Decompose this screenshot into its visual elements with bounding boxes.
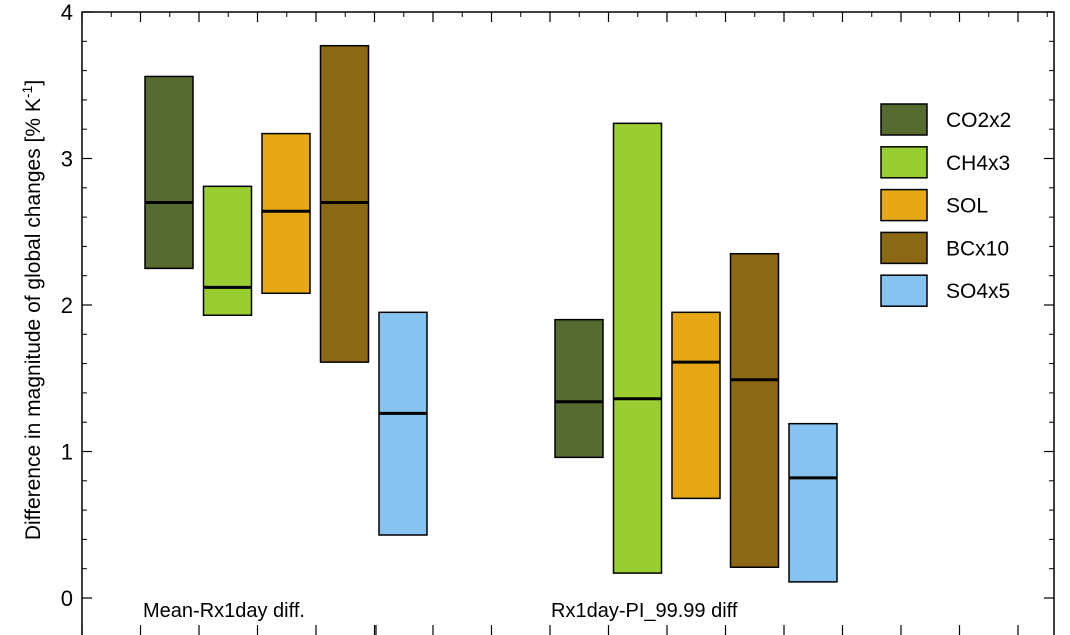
y-tick-label: 3 — [61, 147, 73, 172]
legend-label-so4x5: SO4x5 — [946, 280, 1010, 303]
y-axis-unit-exponent: -1 — [19, 85, 35, 98]
legend-label-ch4x3: CH4x3 — [946, 152, 1010, 175]
y-tick-label: 4 — [61, 0, 73, 25]
range-bar-sol-group-1 — [261, 132, 311, 295]
legend-swatch-so4x5 — [880, 274, 928, 307]
bars — [144, 44, 838, 583]
range-bar-sol-group-2 — [671, 311, 721, 500]
y-tick-label: 2 — [61, 293, 73, 318]
legend: CO2x2 CH4x3 SOL BCx10 SO4x5 — [880, 103, 1011, 307]
plot-frame — [81, 11, 1055, 635]
y-tick-label: 0 — [61, 586, 73, 611]
range-bar-co2x2-group-2 — [554, 318, 604, 459]
range-bar-ch4x3-group-1 — [202, 185, 253, 317]
range-bar-ch4x3-group-2 — [612, 122, 663, 574]
legend-label-bcx10: BCx10 — [946, 237, 1009, 260]
legend-swatch-ch4x3 — [880, 146, 928, 179]
range-bar-co2x2-group-1 — [144, 75, 194, 270]
legend-swatch-bcx10 — [880, 231, 928, 265]
range-bar-so4x5-group-1 — [378, 311, 428, 536]
legend-swatch-co2x2 — [880, 103, 928, 136]
axis-ticks — [81, 11, 1054, 635]
group-label-rx1day-pi: Rx1day-PI_99.99 diff — [551, 600, 738, 622]
y-axis-title-close: ] — [22, 80, 45, 86]
legend-swatch-sol — [880, 188, 928, 222]
y-axis-title-text: Difference in magnitude of global change… — [22, 98, 45, 540]
range-bar-so4x5-group-2 — [788, 422, 838, 583]
y-tick-label: 1 — [61, 440, 73, 465]
group-label-mean-rx1day: Mean-Rx1day diff. — [143, 600, 305, 622]
legend-label-co2x2: CO2x2 — [946, 109, 1011, 132]
y-tick-labels: 0 1 2 3 4 — [61, 0, 73, 611]
legend-label-sol: SOL — [946, 195, 988, 218]
range-bar-bcx10-group-2 — [729, 252, 780, 568]
y-axis-title: Difference in magnitude of global change… — [19, 80, 45, 540]
